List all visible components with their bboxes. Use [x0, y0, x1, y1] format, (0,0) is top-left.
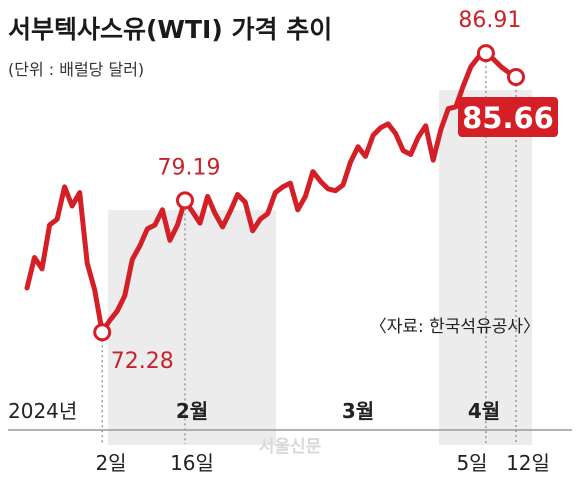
annotation-value-label: 86.91 [458, 8, 521, 33]
annotation-value-label: 79.19 [157, 155, 220, 180]
date-tick-2: 2일 [95, 451, 126, 475]
year-label: 2024년 [8, 399, 77, 423]
month-label-mar: 3월 [342, 399, 374, 423]
guide-lines [101, 61, 517, 444]
unit-label: (단위 : 배럴당 달러) [8, 60, 144, 79]
date-tick-12: 12일 [506, 451, 550, 475]
annotation-markers: 72.28 79.19 86.91 85.66 [93, 8, 558, 374]
latest-value-badge [458, 97, 558, 138]
annotation-point [175, 191, 194, 210]
source-label: 〈자료: 한국석유공사〉 [370, 317, 540, 337]
month-label-feb: 2월 [176, 399, 208, 423]
annotation-point [93, 323, 112, 342]
price-line [24, 50, 519, 335]
latest-value-label: 85.66 [462, 101, 554, 135]
annotation-point [507, 68, 525, 87]
date-tick-16: 16일 [170, 451, 214, 475]
date-tick-5: 5일 [456, 451, 487, 475]
shaded-bands [108, 90, 532, 445]
annotation-value-label: 72.28 [111, 349, 174, 374]
annotation-point [476, 44, 495, 63]
month-label-apr: 4월 [468, 399, 500, 423]
watermark: 서울신문 [259, 437, 322, 457]
chart-title: 서부텍사스유(WTI) 가격 추이 [8, 15, 332, 44]
